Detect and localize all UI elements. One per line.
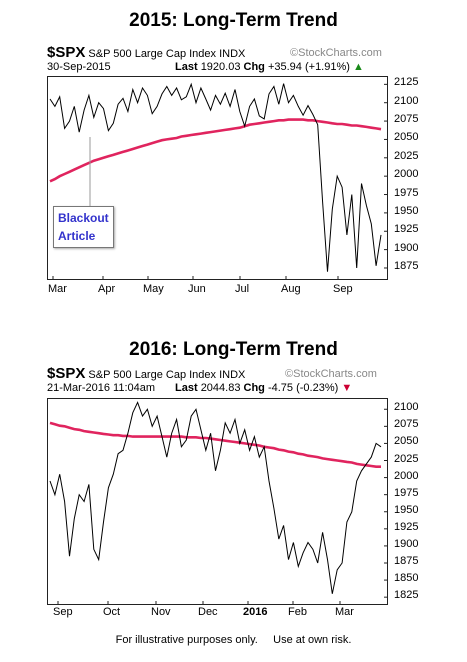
y-tick-label: 2025: [394, 149, 419, 162]
y-tick-label: 2100: [394, 94, 419, 107]
x-tick-label: May: [143, 283, 164, 295]
y-tick-label: 1925: [394, 223, 419, 236]
blackout-article-callout: Blackout Article: [53, 206, 114, 248]
y-tick-label: 2075: [394, 113, 419, 126]
watermark-text: ©StockCharts.com: [285, 368, 377, 380]
y-tick-label: 2000: [394, 469, 419, 482]
y-tick-label: 1850: [394, 572, 419, 585]
y-tick-label: 2125: [394, 76, 419, 89]
moving-average-line: [49, 118, 382, 183]
moving-average-line: [49, 421, 381, 468]
last-value: 1920.03: [200, 61, 241, 73]
callout-line-2: Article: [58, 229, 96, 243]
disclaimer-footer: For illustrative purposes only. Use at o…: [115, 634, 352, 646]
quote-line: Last 1920.03 Chg +35.94 (+1.91%) ▲: [175, 61, 364, 73]
exchange-label: INDX: [219, 48, 246, 60]
chg-value: +35.94 (+1.91%): [267, 61, 350, 73]
y-tick-label: 1950: [394, 503, 419, 516]
x-tick-label: Sep: [333, 283, 353, 295]
x-tick-label: Jul: [235, 283, 250, 295]
last-label: Last: [175, 382, 198, 394]
chg-label: Chg: [243, 382, 265, 394]
chg-label: Chg: [243, 61, 265, 73]
x-tick-label: Feb: [288, 606, 307, 618]
y-tick-label: 1875: [394, 259, 419, 272]
y-tick-label: 2075: [394, 418, 419, 431]
up-arrow-icon: ▲: [352, 61, 364, 73]
ticker-symbol: $SPX: [47, 365, 86, 382]
callout-line-1: Blackout: [58, 211, 109, 225]
last-label: Last: [175, 61, 198, 73]
price-chart-svg: [49, 401, 387, 604]
y-tick-label: 2100: [394, 401, 419, 414]
last-value: 2044.83: [200, 382, 241, 394]
y-tick-label: 1975: [394, 486, 419, 499]
x-tick-label: Sep: [53, 606, 73, 618]
y-tick-label: 1900: [394, 241, 419, 254]
index-name: S&P 500 Large Cap Index: [88, 369, 217, 381]
y-tick-label: 2025: [394, 452, 419, 465]
y-tick-label: 1875: [394, 555, 419, 567]
x-tick-label: Dec: [198, 606, 218, 618]
down-arrow-icon: ▼: [341, 382, 353, 394]
quote-line: Last 2044.83 Chg -4.75 (-0.23%) ▼: [175, 382, 352, 394]
quote-date: 30-Sep-2015: [47, 61, 111, 73]
price-chart-svg: [49, 82, 387, 279]
x-tick-label: Aug: [281, 283, 301, 295]
y-tick-label: 2050: [394, 435, 419, 448]
price-line: [49, 401, 382, 594]
x-tick-label: Jun: [188, 283, 206, 295]
y-tick-label: 1900: [394, 537, 419, 550]
ticker-symbol: $SPX: [47, 44, 86, 61]
x-tick-label: Apr: [98, 283, 116, 295]
plot-area: [47, 76, 388, 280]
plot-area: [47, 398, 388, 605]
x-tick-label: Mar: [48, 283, 67, 295]
chg-value: -4.75 (-0.23%): [267, 382, 339, 394]
index-name: S&P 500 Large Cap Index: [88, 48, 217, 60]
watermark-text: ©StockCharts.com: [290, 47, 382, 59]
price-line: [49, 82, 382, 272]
y-tick-label: 1950: [394, 204, 419, 217]
y-tick-label: 1975: [394, 186, 419, 199]
y-tick-label: 2000: [394, 168, 419, 181]
x-tick-label: Nov: [151, 606, 171, 618]
y-tick-label: 2050: [394, 131, 419, 144]
x-tick-label: 2016: [243, 606, 268, 618]
chart-title: 2015: Long-Term Trend: [129, 10, 338, 31]
chart-header-line1: $SPX S&P 500 Large Cap Index INDX: [47, 44, 245, 61]
y-tick-label: 1825: [394, 589, 419, 602]
y-tick-label: 1925: [394, 520, 419, 533]
chart-header-line1: $SPX S&P 500 Large Cap Index INDX: [47, 365, 245, 382]
chart-title: 2016: Long-Term Trend: [129, 339, 338, 360]
x-tick-label: Oct: [103, 606, 121, 618]
exchange-label: INDX: [219, 369, 246, 381]
quote-date: 21-Mar-2016 11:04am: [47, 382, 156, 394]
x-tick-label: Mar: [335, 606, 354, 618]
